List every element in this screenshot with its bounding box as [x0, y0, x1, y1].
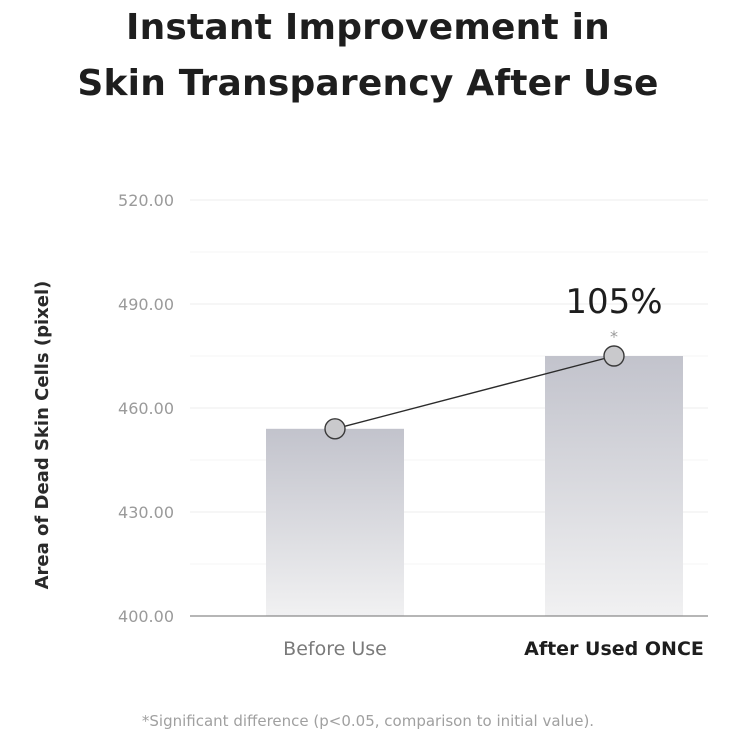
- y-tick-label: 520.00: [118, 191, 174, 210]
- y-axis-ticks: 400.00 430.00 460.00 490.00 520.00: [118, 191, 174, 626]
- trend-line: [334, 355, 615, 430]
- data-point-marker: [324, 418, 346, 440]
- trend-line-group: [324, 345, 625, 440]
- significance-mark: *: [610, 327, 618, 346]
- x-category-label: Before Use: [283, 638, 387, 660]
- x-category-label: After Used ONCE: [524, 638, 704, 660]
- title-line-1: Instant Improvement in: [125, 7, 611, 48]
- y-tick-label: 460.00: [118, 399, 174, 418]
- x-axis-categories: Before Use After Used ONCE: [283, 638, 704, 660]
- bar-2: [545, 356, 683, 616]
- bar-1: [266, 428, 404, 616]
- y-axis-label: Area of Dead Skin Cells (pixel): [32, 281, 53, 590]
- bars: [266, 356, 683, 616]
- footnote: *Significant difference (p<0.05, compari…: [141, 712, 595, 730]
- title-line-2: Skin Transparency After Use: [77, 63, 659, 104]
- percent-annotation: 105%: [565, 282, 662, 322]
- y-tick-label: 490.00: [118, 295, 174, 314]
- chart-title: Instant Improvement in Skin Transparency…: [0, 0, 736, 112]
- y-tick-label: 400.00: [118, 607, 174, 626]
- y-tick-label: 430.00: [118, 503, 174, 522]
- data-point-marker: [603, 345, 625, 367]
